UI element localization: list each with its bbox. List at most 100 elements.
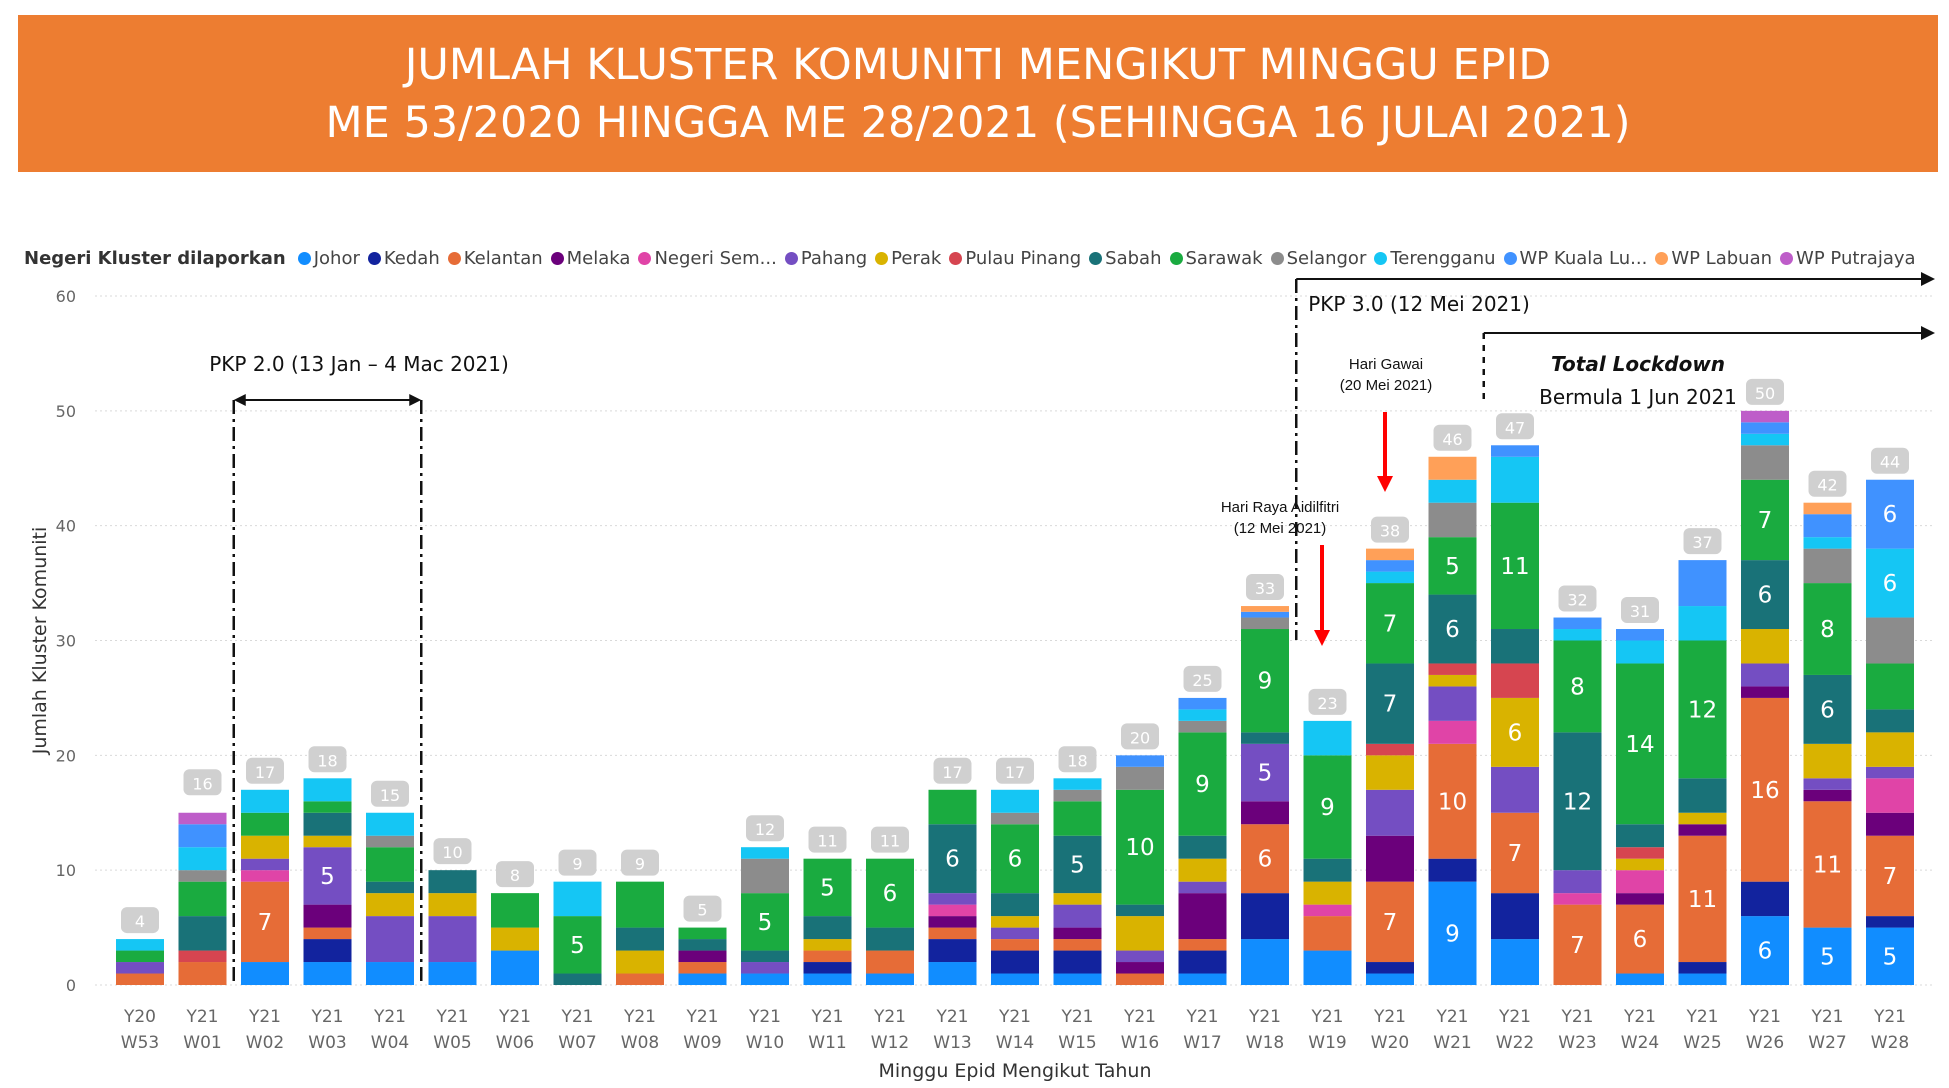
total-label: 9 [635, 855, 645, 874]
legend-item[interactable]: WP Labuan [1655, 248, 1772, 269]
legend-item[interactable]: Pulau Pinang [949, 248, 1081, 269]
total-label-bg [246, 757, 284, 784]
bar-segment [803, 858, 852, 917]
bar-segment [1678, 812, 1727, 825]
segment-value-label: 5 [820, 875, 835, 901]
segment-value-label: 9 [1195, 772, 1210, 798]
legend-item[interactable]: Perak [875, 248, 941, 269]
bar-segment [1553, 893, 1602, 905]
bar-segment [1116, 755, 1164, 767]
bar-segment [303, 904, 352, 928]
bar-segment [1428, 456, 1477, 480]
legend-label: Negeri Sem... [654, 247, 777, 269]
bar-segment [491, 927, 539, 951]
total-label: 42 [1817, 476, 1837, 495]
legend-item[interactable]: Sabah [1089, 248, 1162, 269]
legend-item[interactable]: Kedah [367, 248, 440, 269]
legend-item[interactable]: Johor [297, 248, 360, 269]
bar-segment [1866, 835, 1914, 917]
bar-segment [928, 939, 977, 963]
bar-segment [1678, 606, 1727, 641]
segment-value-label: 5 [320, 864, 335, 890]
segment-value-label: 11 [1500, 554, 1529, 580]
bar-segment [1741, 433, 1789, 446]
bar-segment [178, 870, 227, 882]
bar-segment [1803, 502, 1852, 515]
bar-segment [1803, 801, 1852, 928]
total-label-bg [1621, 597, 1659, 624]
bar-segment [1366, 789, 1414, 836]
total-label-bg [871, 826, 909, 853]
y-axis-title: Jumlah Kluster Komuniti [29, 527, 51, 756]
bar-segment [1053, 939, 1102, 951]
bar-segment [303, 778, 352, 802]
segment-value-label: 6 [1508, 720, 1523, 746]
bar-segment [491, 893, 539, 928]
segment-value-label: 7 [1508, 841, 1523, 867]
segment-value-label: 6 [1758, 939, 1773, 965]
total-label: 46 [1442, 430, 1462, 449]
bar-segment [303, 835, 352, 848]
legend-item[interactable]: WP Kuala Lu... [1503, 248, 1647, 269]
bar-segment [1116, 766, 1164, 790]
bar-segment [1866, 766, 1914, 779]
bar-segment [1553, 732, 1602, 871]
x-tick-label: Y21 [1373, 1007, 1406, 1027]
bar-segment [616, 927, 664, 951]
bar-segment [428, 916, 477, 963]
bar-segment [1803, 514, 1852, 538]
bar-segment [241, 870, 289, 882]
bar-segment [1803, 789, 1852, 802]
legend-item[interactable]: Terengganu [1374, 248, 1496, 269]
segment-value-label: 5 [570, 933, 585, 959]
bar-segment [928, 927, 977, 940]
total-label-bg [746, 815, 784, 842]
x-tick-label: Y21 [623, 1007, 656, 1027]
total-label: 12 [755, 820, 775, 839]
bar-segment [1803, 743, 1852, 779]
bar-segment [1178, 858, 1227, 882]
x-tick-label: W04 [371, 1033, 409, 1053]
legend-item[interactable]: Pahang [784, 248, 867, 269]
segment-value-label: 8 [1820, 617, 1835, 643]
bar-segment [1241, 893, 1289, 940]
legend-swatch [550, 251, 564, 265]
legend-item[interactable]: Negeri Sem... [638, 247, 777, 269]
legend-item[interactable]: Melaka [550, 248, 630, 269]
legend-swatch [875, 251, 889, 265]
segment-value-label: 11 [1813, 852, 1842, 878]
x-tick-label: Y21 [560, 1007, 593, 1027]
bar-segment [366, 812, 414, 836]
segment-value-label: 10 [1125, 835, 1154, 861]
x-tick-label: Y21 [310, 1007, 343, 1027]
x-tick-label: Y21 [685, 1007, 718, 1027]
y-tick-label: 30 [56, 632, 76, 651]
bar-segment [1241, 606, 1289, 612]
legend-item[interactable]: WP Putrajaya [1780, 248, 1916, 269]
bar-segment [1616, 640, 1664, 664]
bar-segment [1366, 560, 1414, 572]
y-tick-label: 10 [56, 861, 76, 880]
bar-segment [803, 939, 852, 951]
legend-item[interactable]: Selangor [1270, 248, 1366, 269]
bar-segment [241, 858, 289, 871]
x-tick-label: Y21 [1873, 1007, 1906, 1027]
bar-segment [1678, 560, 1727, 607]
segment-value-label: 12 [1563, 789, 1592, 815]
bar-segment [1866, 663, 1914, 710]
total-label: 11 [880, 832, 900, 851]
bar-segment [1178, 939, 1227, 951]
legend-item[interactable]: Sarawak [1169, 248, 1263, 269]
bar-segment [1491, 893, 1539, 940]
bar-segment [1053, 950, 1102, 974]
bar-segment [1053, 893, 1102, 905]
legend-swatch [1270, 251, 1284, 265]
segment-value-label: 9 [1258, 669, 1273, 695]
x-tick-label: Y21 [748, 1007, 781, 1027]
x-tick-label: Y21 [185, 1007, 218, 1027]
legend-item[interactable]: Kelantan [447, 248, 543, 269]
bar-segment [1116, 973, 1164, 985]
segment-value-label: 6 [1633, 927, 1648, 953]
bar-segment [1303, 755, 1352, 859]
